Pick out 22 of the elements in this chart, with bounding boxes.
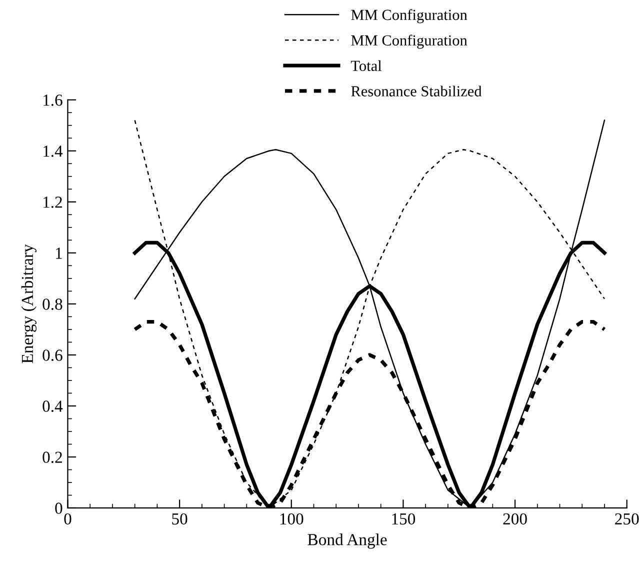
legend-label: Total: [350, 60, 382, 72]
legend-label: MM Configuration: [351, 9, 468, 24]
x-tick-label: 0: [64, 513, 72, 525]
y-tick-label: 0.8: [42, 298, 62, 310]
y-axis-title: Energy (Arbitrary: [21, 244, 36, 364]
x-tick-label: 100: [280, 513, 304, 525]
legend-label: Resonance Stabilized: [351, 86, 482, 96]
y-tick-label: 0: [55, 502, 62, 514]
x-tick-label: 250: [615, 513, 639, 525]
x-axis-title: Bond Angle: [308, 534, 387, 549]
y-tick-label: 0.4: [42, 400, 63, 412]
x-tick-label: 150: [392, 513, 416, 525]
y-tick-label: 1: [56, 248, 62, 259]
y-tick-label: 0.6: [42, 350, 62, 361]
y-tick-label: 1.6: [44, 94, 62, 106]
x-tick-label: 50: [172, 513, 188, 525]
x-tick-label: 200: [503, 513, 527, 525]
y-tick-label: 0.2: [42, 452, 62, 463]
y-tick-label: 1.2: [44, 196, 62, 208]
legend-label: MM Configuration: [351, 34, 468, 49]
y-tick-label: 1.4: [44, 146, 63, 157]
line-series: [134, 120, 606, 508]
